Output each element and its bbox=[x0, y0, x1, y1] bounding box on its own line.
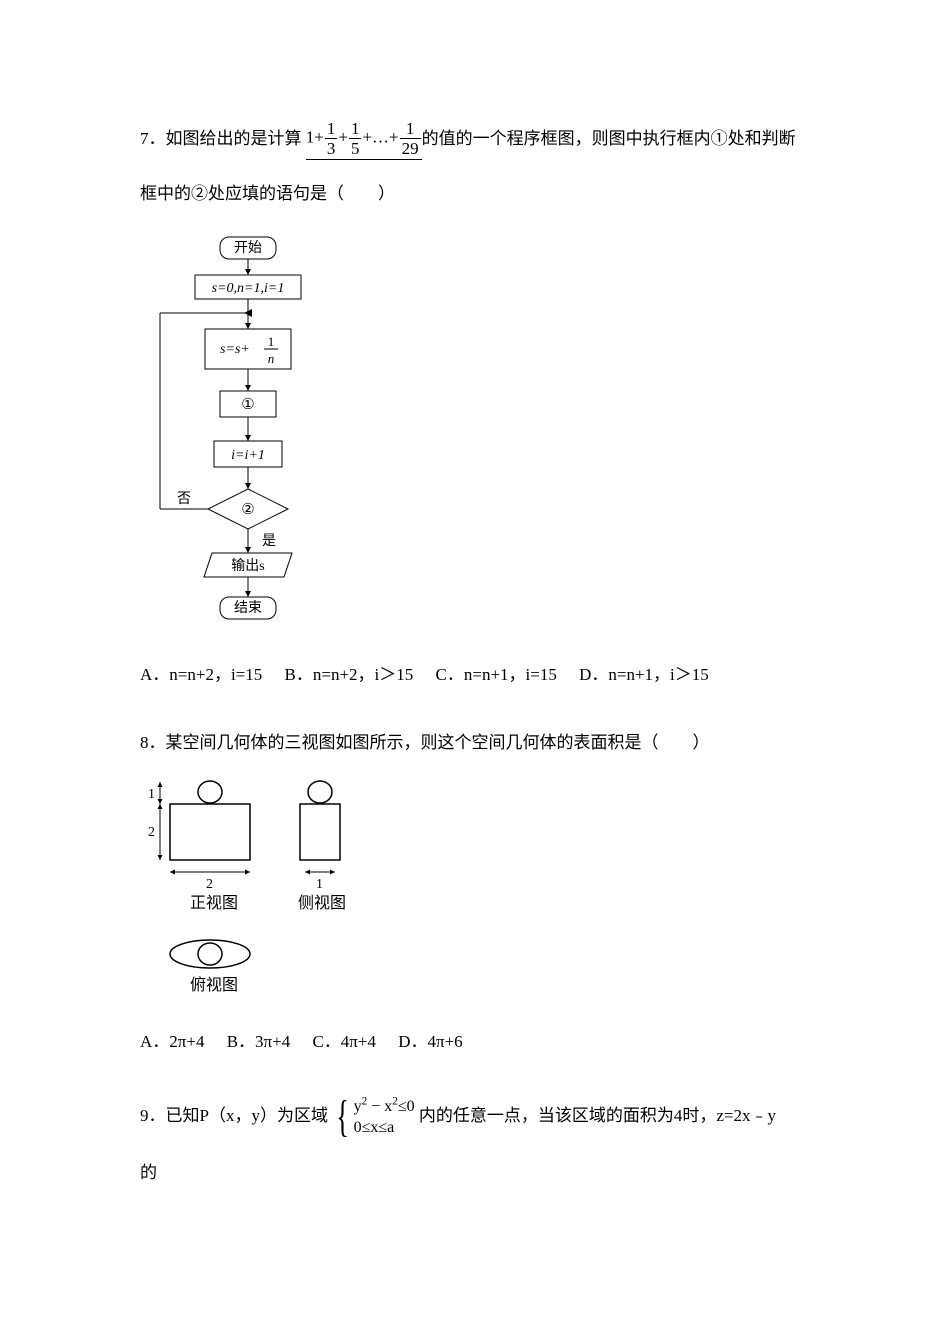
q8-dimw: 2 bbox=[206, 877, 213, 892]
q7-frac-last: 129 bbox=[400, 120, 421, 157]
q8-options: A．2π+4 B．3π+4 C．4π+4 D．4π+6 bbox=[140, 1028, 820, 1055]
flow-end: 结束 bbox=[234, 600, 262, 616]
flow-yes: 是 bbox=[262, 534, 276, 549]
q9-brace: { y2 − x2≤0 0≤x≤a bbox=[332, 1095, 414, 1139]
question-8: 8．某空间几何体的三视图如图所示，则这个空间几何体的表面积是（ ） 1 2 bbox=[140, 729, 820, 1056]
q9-suffix: 内的任意一点，当该区域的面积为4时，z=2x﹣y bbox=[419, 1106, 776, 1125]
q8-opt-a: A．2π+4 bbox=[140, 1032, 204, 1051]
q9-line1: 9．已知P（x，y）为区域 { y2 − x2≤0 0≤x≤a 内的任意一点，当… bbox=[140, 1095, 820, 1139]
q8-front-label: 正视图 bbox=[190, 894, 238, 912]
q7-mid: 的值的一个程序框图，则图中执行框内①处和判断 bbox=[422, 129, 796, 148]
q9-prefix: 9．已知P（x，y）为区域 bbox=[140, 1106, 328, 1125]
q9-brace-row1: y2 − x2≤0 bbox=[354, 1096, 415, 1118]
q8-opt-b: B．3π+4 bbox=[227, 1032, 291, 1051]
q7-opt-a: A．n=n+2，i=15 bbox=[140, 665, 262, 684]
flow-step-den: n bbox=[268, 351, 275, 366]
q8-dim2: 2 bbox=[148, 825, 155, 840]
q7-dots: +…+ bbox=[362, 127, 398, 146]
q7-frac-2: 15 bbox=[349, 120, 362, 157]
q9-line2: 的 bbox=[140, 1159, 820, 1186]
q8-text: 8．某空间几何体的三视图如图所示，则这个空间几何体的表面积是（ ） bbox=[140, 729, 820, 756]
question-7: 7．如图给出的是计算 1+13+15+…+129 的值的一个程序框图，则图中执行… bbox=[140, 120, 820, 689]
q9-brace-row2: 0≤x≤a bbox=[354, 1117, 415, 1139]
brace-icon: { bbox=[336, 1095, 349, 1139]
q8-top-label: 俯视图 bbox=[190, 976, 238, 994]
q7-opt-d: D．n=n+1，i＞15 bbox=[579, 665, 709, 684]
q8-opt-d: D．4π+6 bbox=[398, 1032, 462, 1051]
q7-line1: 7．如图给出的是计算 1+13+15+…+129 的值的一个程序框图，则图中执行… bbox=[140, 120, 820, 160]
flow-init: s=0,n=1,i=1 bbox=[212, 281, 285, 296]
q8-opt-c: C．4π+4 bbox=[312, 1032, 376, 1051]
q7-sum-expr: 1+13+15+…+129 bbox=[306, 120, 422, 160]
q7-one: 1 bbox=[306, 127, 315, 146]
q8-three-views: 1 2 2 正视图 1 侧视图 俯视图 bbox=[140, 776, 820, 1014]
flow-start: 开始 bbox=[234, 240, 262, 256]
flow-decision: ② bbox=[241, 502, 254, 518]
flow-out: 输出s bbox=[231, 558, 264, 574]
q7-flowchart: 开始 s=0,n=1,i=1 s=s+ 1 n ① i=i+1 bbox=[140, 233, 340, 633]
flow-step-pre: s=s+ bbox=[220, 342, 250, 357]
flow-incr: i=i+1 bbox=[231, 448, 265, 463]
flow-no: 否 bbox=[177, 492, 191, 507]
q7-options: A．n=n+2，i=15 B．n=n+2，i＞15 C．n=n+1，i=15 D… bbox=[140, 661, 820, 688]
q7-opt-b: B．n=n+2，i＞15 bbox=[285, 665, 414, 684]
q7-frac-1: 13 bbox=[325, 120, 338, 157]
flow-step-num: 1 bbox=[268, 334, 275, 349]
q7-line2: 框中的②处应填的语句是（ ） bbox=[140, 180, 820, 207]
q7-prefix: 7．如图给出的是计算 bbox=[140, 129, 302, 148]
q8-dim1: 1 bbox=[148, 787, 155, 802]
question-9: 9．已知P（x，y）为区域 { y2 − x2≤0 0≤x≤a 内的任意一点，当… bbox=[140, 1095, 820, 1186]
q8-side-label: 侧视图 bbox=[298, 894, 346, 912]
q7-opt-c: C．n=n+1，i=15 bbox=[436, 665, 557, 684]
flow-box1: ① bbox=[241, 397, 254, 413]
q8-dims: 1 bbox=[316, 877, 323, 892]
